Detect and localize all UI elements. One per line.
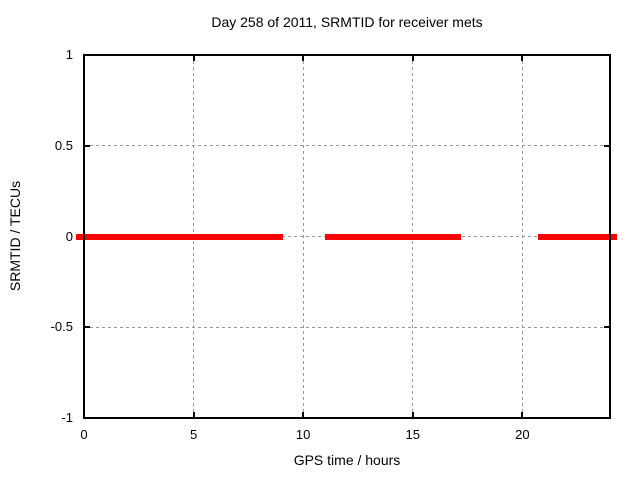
y-tick-label: 0.5 — [54, 137, 73, 153]
y-tick-mark-right — [604, 144, 610, 147]
y-tick-mark-right — [604, 326, 610, 329]
x-tick-label: 10 — [295, 427, 311, 442]
x-tick-label: 0 — [80, 427, 88, 442]
x-tick-mark-top — [521, 55, 524, 61]
data-segment — [76, 233, 284, 240]
x-tick-mark-top — [192, 55, 195, 61]
x-tick-mark — [411, 412, 414, 418]
x-tick-mark — [521, 412, 524, 418]
y-tick-mark-right — [604, 417, 610, 419]
x-tick-mark — [302, 412, 305, 418]
data-segment — [325, 233, 461, 240]
gridline-y--0.5 — [84, 326, 610, 328]
chart-title: Day 258 of 2011, SRMTID for receiver met… — [211, 14, 483, 30]
y-tick-label: 0 — [65, 228, 73, 244]
y-tick-label: 1 — [65, 47, 73, 62]
y-tick-mark-right — [604, 54, 610, 56]
y-tick-mark — [84, 144, 90, 147]
x-axis-label: GPS time / hours — [293, 452, 401, 468]
y-tick-label: -1 — [61, 410, 73, 425]
gridline-y-0.5 — [84, 145, 610, 147]
x-tick-label: 15 — [405, 427, 420, 442]
y-tick-mark — [84, 417, 90, 419]
x-tick-label: 5 — [189, 427, 198, 442]
y-tick-mark — [84, 326, 90, 329]
x-tick-mark-top — [411, 55, 414, 61]
x-tick-mark — [192, 412, 195, 418]
data-segment — [537, 233, 617, 240]
x-tick-mark-top — [302, 55, 305, 61]
y-tick-label: -0.5 — [50, 319, 73, 335]
y-tick-mark — [84, 54, 90, 56]
x-tick-label: 20 — [515, 427, 530, 442]
